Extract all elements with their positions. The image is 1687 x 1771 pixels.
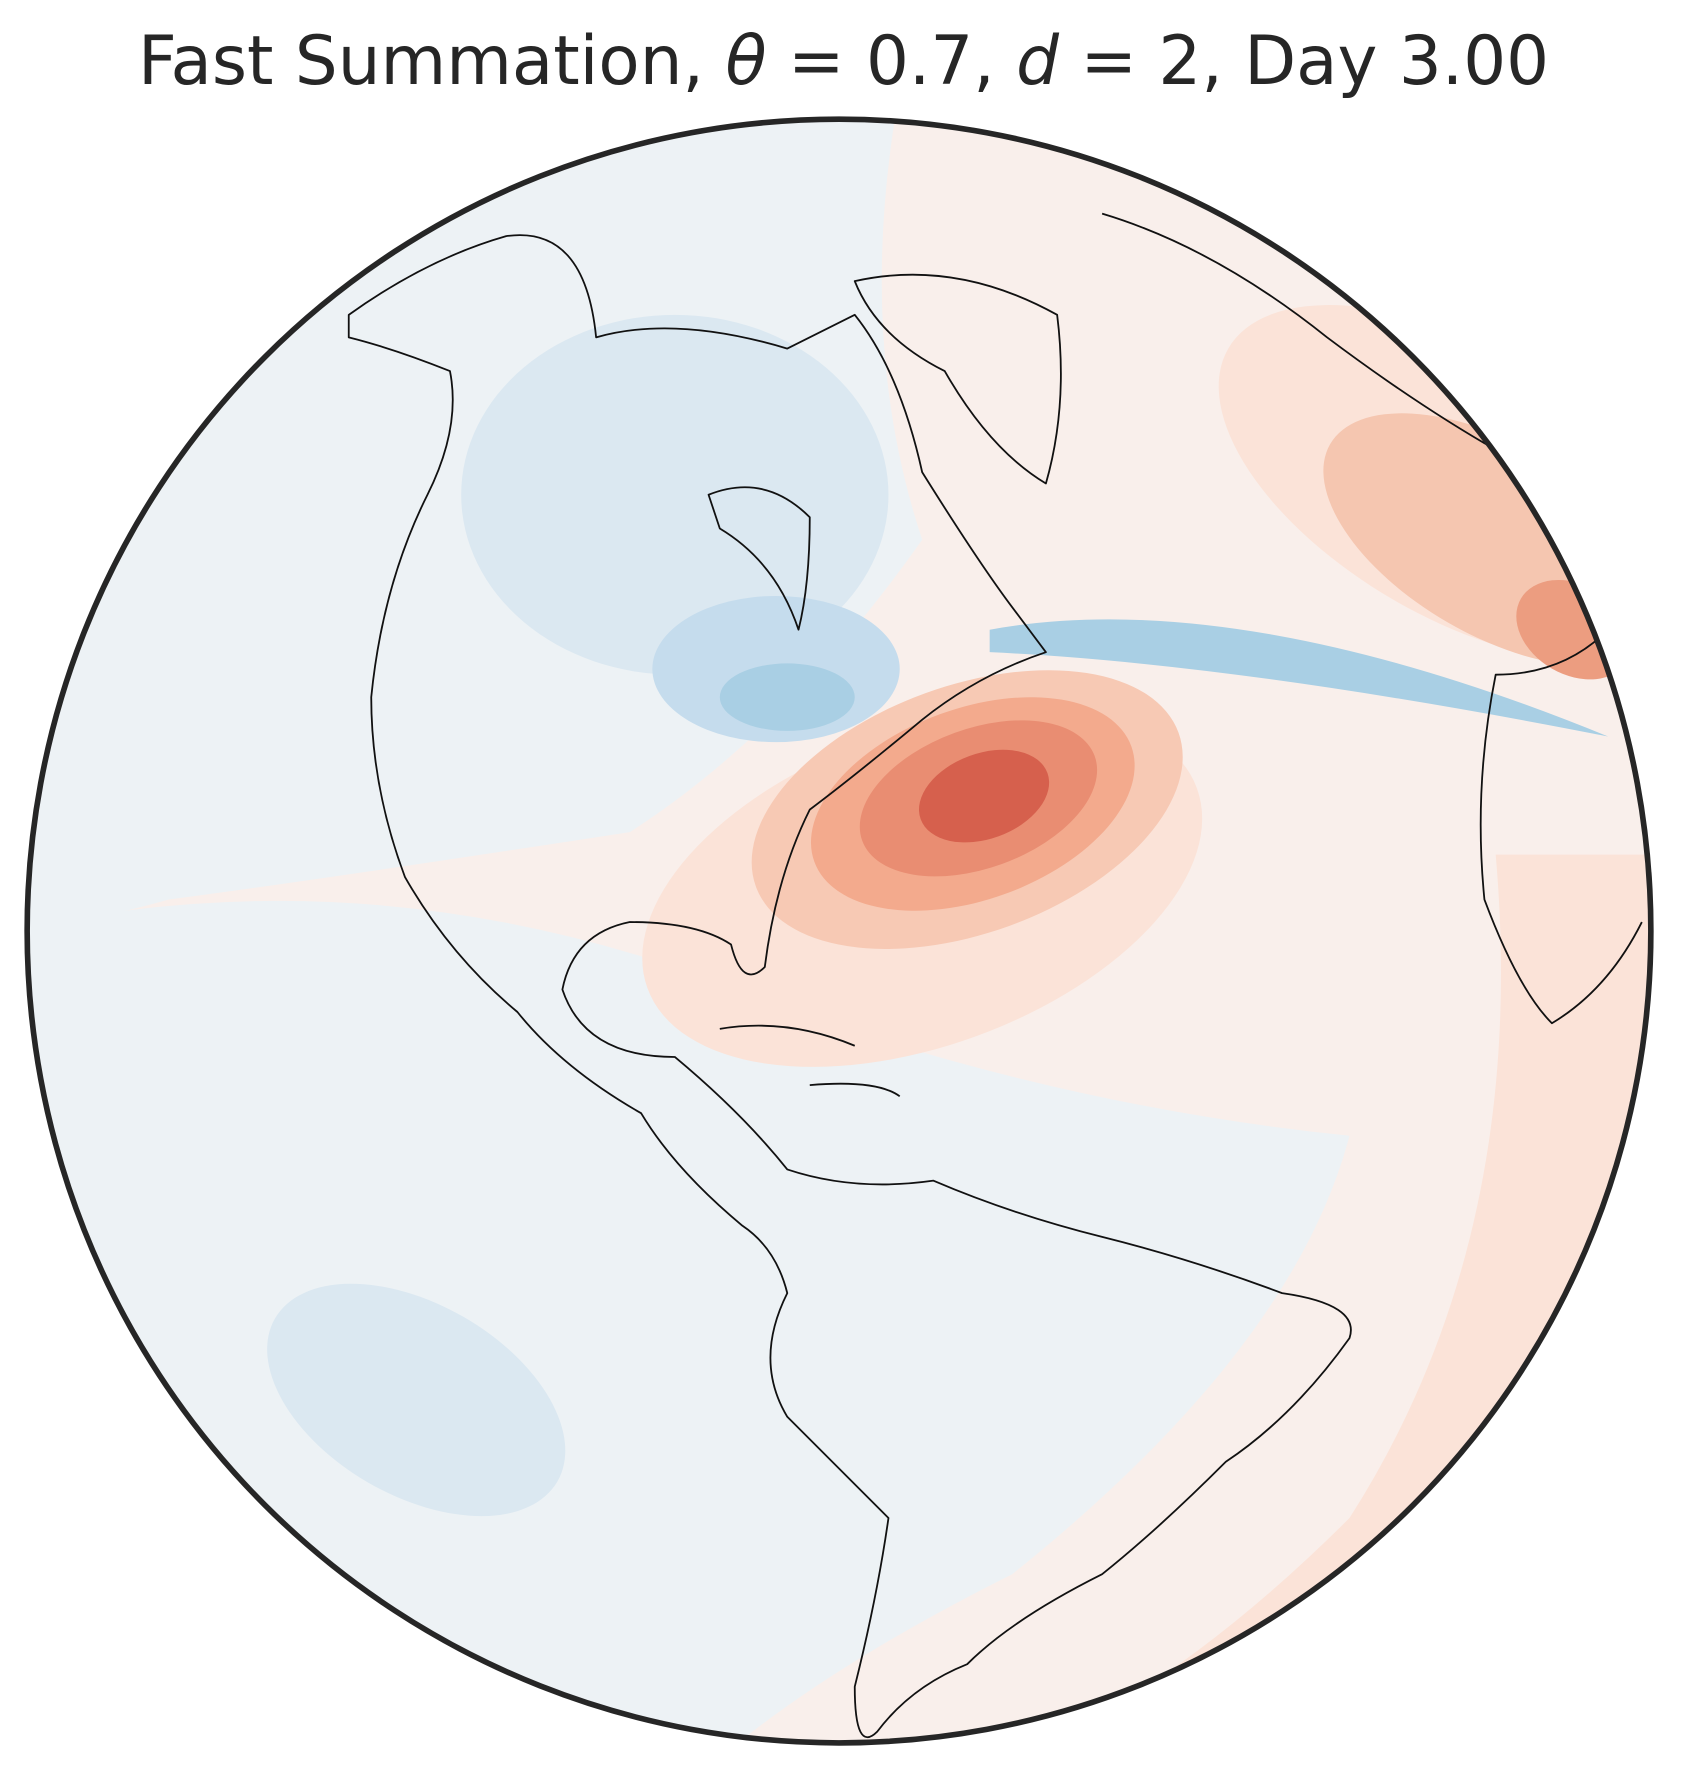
title-symbol: d: [1016, 21, 1060, 100]
coastline: [707, 486, 811, 631]
title-text: = 0.7,: [767, 21, 1017, 100]
contour-field: [27, 119, 1651, 1743]
globe-outline: [24, 116, 1654, 1746]
map-title: Fast Summation, θ = 0.7, d = 2, Day 3.00: [138, 21, 1549, 100]
title-text: = 2, Day 3.00: [1059, 21, 1549, 100]
coastline: [719, 1024, 901, 1098]
title-symbol: θ: [725, 21, 766, 100]
coastline: [1101, 212, 1643, 1025]
title-text: Fast Summation,: [138, 21, 725, 100]
coastline: [853, 273, 1062, 485]
coastline: [347, 234, 1352, 1738]
